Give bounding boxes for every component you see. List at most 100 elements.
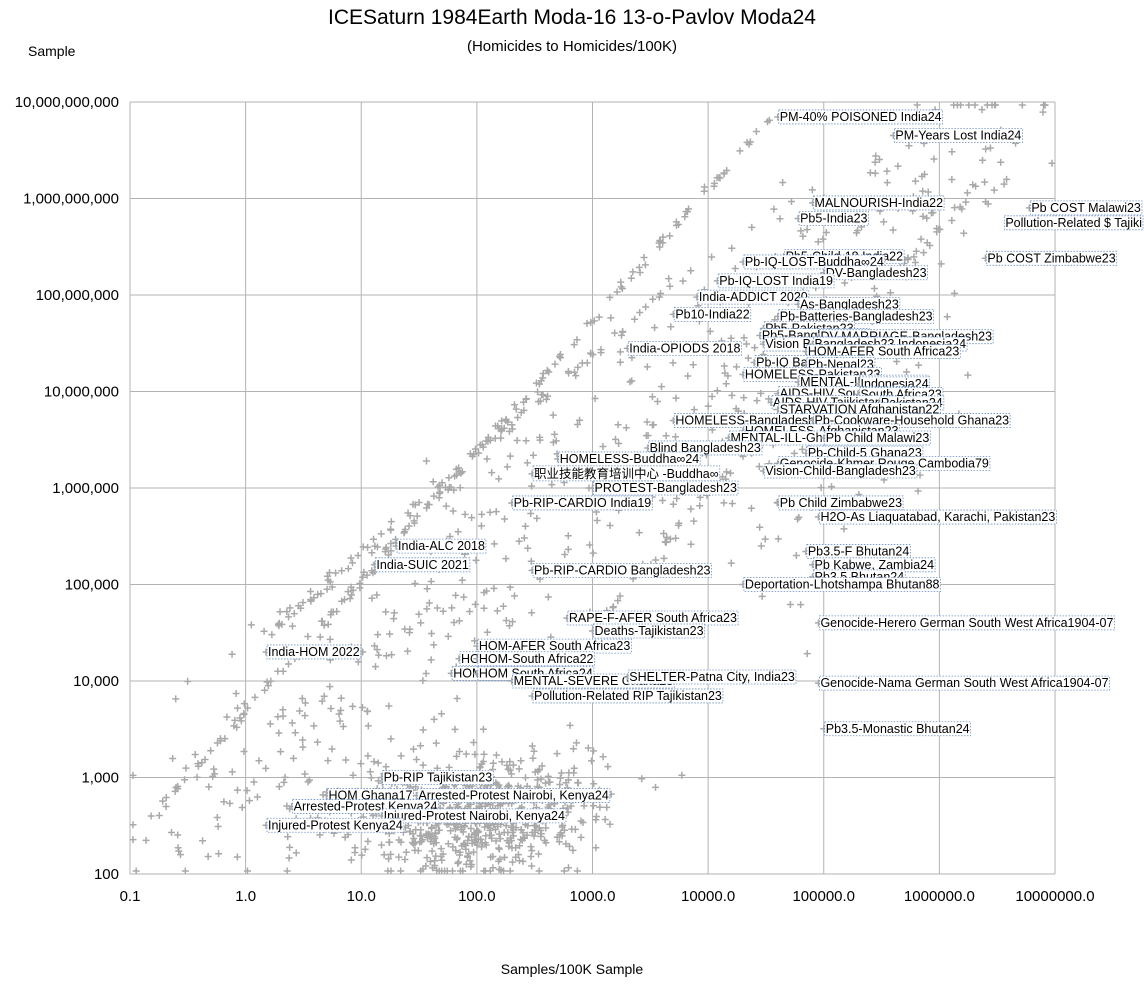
data-point: [429, 478, 437, 486]
data-point: [221, 735, 229, 743]
data-point: [405, 522, 413, 530]
data-point: [439, 607, 447, 615]
data-point: [428, 824, 436, 832]
data-point: [275, 729, 283, 737]
data-point: [425, 599, 433, 607]
annotation-label: Pollution-Related RIP Tajikistan23: [532, 688, 724, 704]
data-point: [666, 535, 674, 543]
data-point: [551, 430, 559, 438]
y-tick-label: 100,000: [65, 577, 119, 594]
annotation-label-text: HOM-South Africa22: [479, 652, 594, 666]
data-point: [410, 519, 418, 527]
data-point: [979, 156, 987, 164]
data-point: [435, 826, 443, 834]
data-point: [406, 828, 414, 836]
data-point: [997, 158, 1005, 166]
data-point: [747, 504, 755, 512]
data-point: [919, 187, 927, 195]
data-point: [368, 594, 376, 602]
data-point: [458, 576, 466, 584]
annotation-label: PROTEST-Bangladesh23: [593, 480, 739, 496]
data-point: [129, 821, 137, 829]
data-point: [622, 424, 630, 432]
data-point: [501, 515, 509, 523]
data-point: [904, 254, 912, 262]
data-point: [447, 827, 455, 835]
data-point: [561, 551, 569, 559]
annotation-label-text: PM-40% POISONED India24: [780, 110, 942, 124]
data-point: [648, 421, 656, 429]
data-point: [483, 455, 491, 463]
data-point: [502, 617, 510, 625]
data-point: [727, 469, 735, 477]
data-point: [560, 867, 568, 875]
data-point: [779, 179, 787, 187]
data-point: [515, 537, 523, 545]
data-point: [299, 599, 307, 607]
data-point: [986, 144, 994, 152]
data-point: [402, 848, 410, 856]
data-point: [501, 853, 509, 861]
data-point: [281, 773, 289, 781]
data-point: [597, 346, 605, 354]
data-point: [199, 837, 207, 845]
data-point: [911, 259, 919, 267]
data-point: [382, 652, 390, 660]
data-point: [495, 830, 503, 838]
data-point: [486, 508, 494, 516]
data-point: [255, 757, 263, 765]
data-point: [505, 781, 513, 789]
annotation-label: India-ADDICT 2020: [697, 289, 810, 305]
annotation-label: MALNOURISH-India22: [813, 195, 945, 211]
data-point: [981, 178, 989, 186]
data-point: [404, 509, 412, 517]
data-point: [205, 783, 213, 791]
annotation-label-box: [417, 788, 611, 803]
data-point: [478, 510, 486, 518]
annotation-label-box: [743, 577, 941, 592]
data-point: [713, 387, 721, 395]
data-point: [508, 421, 516, 429]
annotation-label-box: [512, 495, 653, 511]
data-point: [527, 557, 535, 565]
data-point: [193, 773, 201, 781]
data-point: [584, 744, 592, 752]
data-point: [314, 738, 322, 746]
data-point: [285, 660, 293, 668]
data-point: [292, 849, 300, 857]
data-point: [592, 844, 600, 852]
annotation-label: Pb COST Malawi23: [1029, 200, 1143, 216]
data-point: [666, 282, 674, 290]
data-point: [587, 349, 595, 357]
data-point: [651, 324, 659, 332]
annotation-label: Pb COST Zimbabwe23: [985, 250, 1118, 266]
data-point: [528, 742, 536, 750]
data-point: [387, 850, 395, 858]
annotation-label-box: [824, 430, 931, 446]
data-point: [911, 177, 919, 185]
data-point: [233, 723, 241, 731]
data-point: [548, 481, 556, 489]
data-point: [657, 289, 665, 297]
data-point: [609, 604, 617, 612]
annotation-label-text: Pb3.5-Monastic Bhutan24: [826, 722, 970, 736]
data-point: [573, 867, 581, 875]
annotation-label: HOM-South Africa22: [477, 651, 595, 667]
data-point: [740, 334, 748, 342]
data-point: [756, 523, 764, 531]
data-point: [562, 840, 570, 848]
data-point: [690, 517, 698, 525]
annotation-label-text: Pb-Batteries-Bangladesh23: [780, 309, 933, 323]
data-point: [556, 780, 564, 788]
data-point: [748, 223, 756, 231]
data-point: [285, 613, 293, 621]
data-point: [727, 334, 735, 342]
data-point: [626, 378, 634, 386]
data-point: [687, 267, 695, 275]
data-point: [325, 569, 333, 577]
data-point: [181, 776, 189, 784]
data-point: [553, 750, 561, 758]
annotation-label-text: Vision-Child-Bangladesh23: [765, 464, 916, 478]
data-point: [556, 352, 564, 360]
data-point: [465, 833, 473, 841]
